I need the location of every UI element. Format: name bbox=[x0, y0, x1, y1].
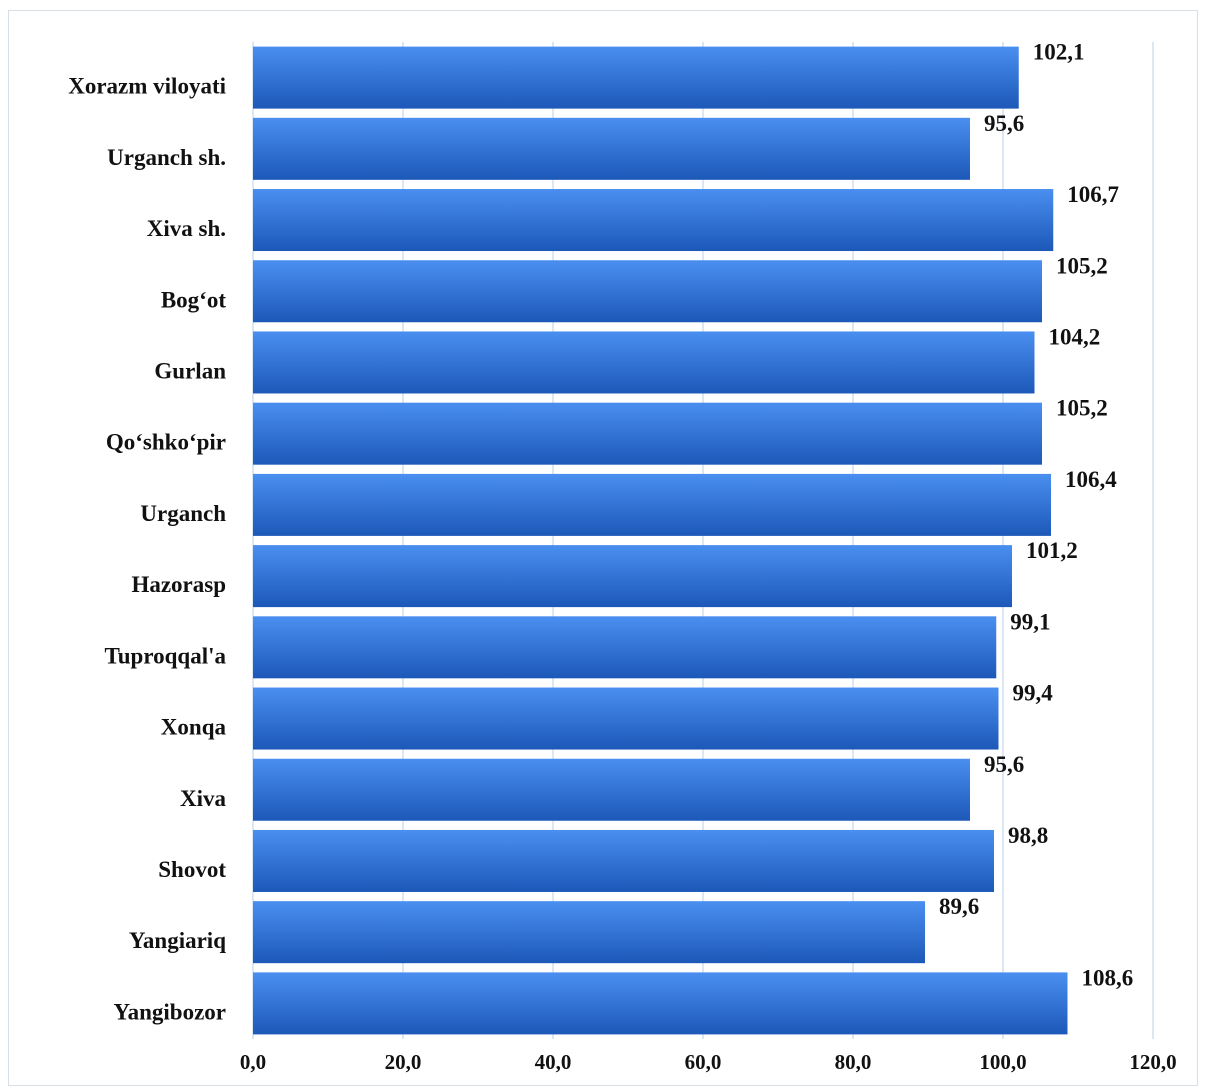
value-label: 95,6 bbox=[984, 111, 1024, 136]
x-tick-label: 120,0 bbox=[1129, 1050, 1176, 1074]
category-label: Bog‘ot bbox=[161, 287, 227, 312]
category-label: Hazorasp bbox=[131, 572, 226, 597]
category-label: Yangiariq bbox=[129, 928, 226, 953]
value-label: 99,4 bbox=[1013, 681, 1054, 706]
value-label: 106,4 bbox=[1065, 467, 1117, 492]
category-label: Shovot bbox=[158, 857, 226, 882]
bar bbox=[253, 829, 994, 892]
category-label: Gurlan bbox=[154, 358, 226, 383]
category-label: Xonqa bbox=[161, 715, 227, 740]
bar bbox=[253, 545, 1012, 608]
value-label: 102,1 bbox=[1033, 40, 1085, 65]
bar bbox=[253, 901, 925, 964]
category-label: Urganch bbox=[140, 501, 226, 526]
value-label: 95,6 bbox=[984, 752, 1024, 777]
labels: 0,0 20,0 40,0 60,0 80,0 100,0 120,0 Xorazm vilo… bbox=[68, 40, 1176, 1074]
bar bbox=[253, 189, 1054, 252]
value-label: 99,1 bbox=[1010, 609, 1050, 634]
category-label: Tuproqqal'a bbox=[105, 643, 227, 668]
value-label: 105,2 bbox=[1056, 396, 1108, 421]
bar bbox=[253, 402, 1042, 465]
x-tick-label: 20,0 bbox=[385, 1050, 422, 1074]
bar bbox=[253, 46, 1019, 109]
x-tick-label: 0,0 bbox=[240, 1050, 266, 1074]
category-label: Qo‘shko‘pir bbox=[106, 430, 226, 455]
bars bbox=[253, 46, 1068, 1035]
category-label: Xiva bbox=[180, 786, 227, 811]
bar bbox=[253, 616, 997, 679]
value-label: 105,2 bbox=[1056, 253, 1108, 278]
bar bbox=[253, 687, 999, 750]
category-label: Urganch sh. bbox=[107, 145, 226, 170]
value-label: 101,2 bbox=[1026, 538, 1078, 563]
bar bbox=[253, 972, 1068, 1035]
value-label: 89,6 bbox=[939, 894, 979, 919]
value-label: 104,2 bbox=[1049, 324, 1101, 349]
x-tick-label: 80,0 bbox=[835, 1050, 872, 1074]
x-tick-label: 40,0 bbox=[535, 1050, 572, 1074]
bar bbox=[253, 758, 970, 821]
category-label: Yangibozor bbox=[114, 999, 226, 1024]
bar bbox=[253, 331, 1035, 394]
category-label: Xorazm viloyati bbox=[68, 74, 226, 99]
x-tick-label: 100,0 bbox=[979, 1050, 1026, 1074]
value-label: 106,7 bbox=[1067, 182, 1119, 207]
value-label: 108,6 bbox=[1082, 965, 1134, 990]
bar bbox=[253, 260, 1042, 323]
bar bbox=[253, 473, 1051, 536]
value-label: 98,8 bbox=[1008, 823, 1048, 848]
category-label: Xiva sh. bbox=[147, 216, 226, 241]
x-tick-label: 60,0 bbox=[685, 1050, 722, 1074]
bar bbox=[253, 117, 970, 180]
